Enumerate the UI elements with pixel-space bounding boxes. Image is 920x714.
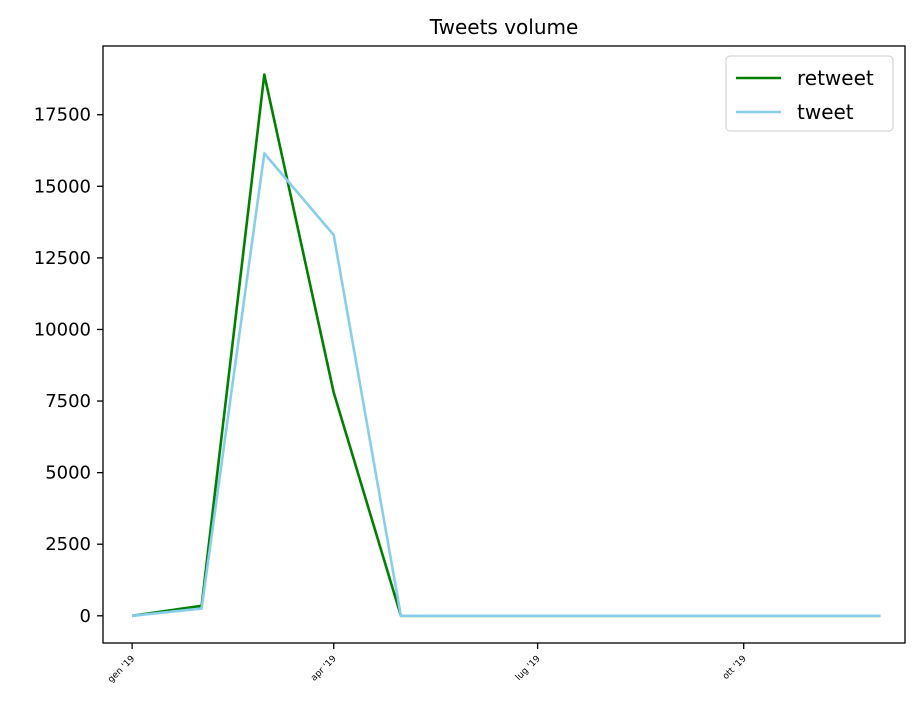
legend-label-tweet: tweet — [797, 100, 854, 124]
x-tick-label: ott '19 — [721, 654, 749, 682]
y-tick-label: 17500 — [34, 105, 91, 126]
y-tick-label: 15000 — [34, 176, 91, 197]
y-tick-label: 7500 — [45, 391, 91, 412]
series-line-retweet — [131, 73, 881, 618]
series-line-tweet — [131, 152, 881, 618]
y-tick-label: 12500 — [34, 248, 91, 269]
x-tick-label: lug '19 — [514, 654, 543, 683]
legend-label-retweet: retweet — [797, 66, 874, 90]
series-lines — [131, 73, 881, 618]
y-tick-label: 0 — [80, 606, 91, 627]
y-tick-label: 5000 — [45, 463, 91, 484]
legend: retweet tweet — [725, 55, 894, 132]
chart-title: Tweets volume — [429, 15, 579, 39]
plot-area — [102, 45, 906, 644]
y-axis: 0 2500 5000 7500 10000 12500 15000 17500 — [34, 105, 103, 627]
x-axis: gen '19 apr '19 lug '19 ott '19 — [106, 643, 749, 685]
y-tick-label: 2500 — [45, 534, 91, 555]
x-tick-label: apr '19 — [309, 654, 339, 684]
x-tick-label: gen '19 — [106, 654, 137, 685]
y-tick-label: 10000 — [34, 319, 91, 340]
